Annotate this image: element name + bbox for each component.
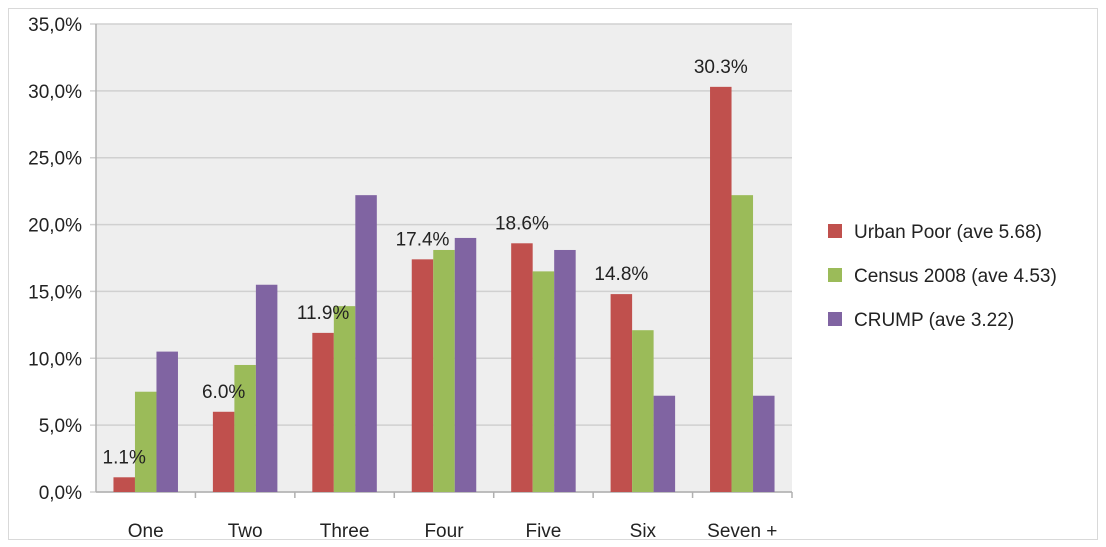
data-label: 30.3% — [694, 57, 748, 78]
bar-series-2-2 — [333, 306, 356, 492]
x-tick-label: Two — [228, 521, 263, 542]
data-label: 1.1% — [103, 447, 146, 468]
bar-series-2-3 — [433, 249, 455, 492]
data-label: 17.4% — [396, 229, 450, 250]
legend-swatch-1 — [828, 224, 842, 238]
y-tick-label: 10,0% — [28, 349, 82, 370]
bar-series-2-5 — [632, 330, 654, 492]
data-label: 11.9% — [297, 303, 350, 324]
data-label: 18.6% — [495, 213, 549, 234]
bar-series-3-1 — [255, 284, 278, 492]
bar-series-3-0 — [156, 351, 178, 492]
legend-swatch-3 — [828, 312, 842, 326]
bar-series-1-5 — [610, 294, 633, 492]
y-tick-label: 0,0% — [39, 483, 82, 504]
y-tick-label: 35,0% — [28, 15, 82, 36]
y-tick-label: 5,0% — [39, 416, 82, 437]
legend-swatch-2 — [828, 268, 842, 282]
legend-label: Urban Poor (ave 5.68) — [854, 222, 1042, 243]
bar-series-1-3 — [411, 259, 434, 492]
bar-series-1-4 — [511, 243, 533, 492]
x-tick-label: Six — [630, 521, 657, 542]
bar-series-3-4 — [554, 249, 576, 492]
bar-series-2-1 — [234, 364, 256, 492]
x-tick-label: Three — [320, 521, 370, 542]
bar-series-3-5 — [653, 395, 676, 492]
bar-series-3-2 — [355, 195, 377, 492]
data-label: 6.0% — [202, 382, 245, 403]
y-tick-label: 20,0% — [28, 216, 82, 237]
x-tick-label: One — [128, 521, 164, 542]
y-tick-label: 25,0% — [28, 149, 82, 170]
bar-series-3-3 — [454, 237, 477, 492]
legend-label: Census 2008 (ave 4.53) — [854, 266, 1057, 287]
y-tick-label: 30,0% — [28, 82, 82, 103]
bar-series-3-6 — [753, 395, 775, 492]
x-tick-label: Five — [525, 521, 561, 542]
bar-series-2-6 — [731, 195, 754, 492]
bar-series-1-0 — [113, 477, 135, 492]
chart-frame — [8, 8, 1098, 540]
x-tick-label: Seven + — [707, 521, 777, 542]
bar-series-1-6 — [710, 86, 732, 493]
y-tick-label: 15,0% — [28, 282, 82, 303]
legend-label: CRUMP (ave 3.22) — [854, 310, 1014, 331]
bar-series-1-1 — [212, 411, 235, 492]
bar-series-1-2 — [312, 332, 334, 492]
bar-series-2-4 — [532, 271, 555, 492]
data-label: 14.8% — [594, 264, 648, 285]
x-tick-label: Four — [424, 521, 464, 542]
bar-series-2-0 — [134, 391, 157, 492]
